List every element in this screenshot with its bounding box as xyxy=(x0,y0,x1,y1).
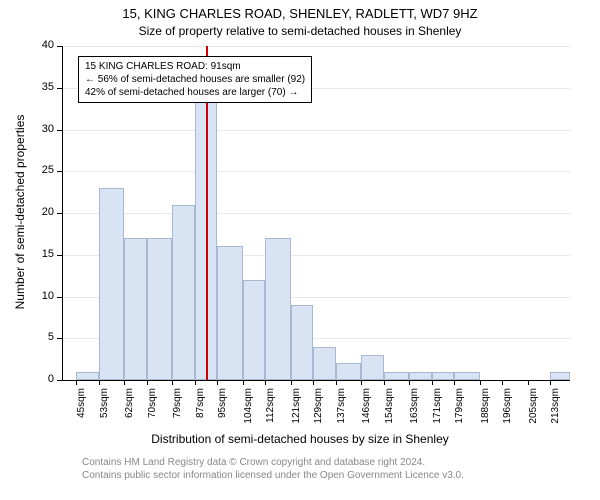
y-axis-label: Number of semi-detached properties xyxy=(13,102,27,322)
x-tick-label: 112sqm xyxy=(265,388,276,428)
x-axis-line xyxy=(62,380,570,381)
histogram-bar xyxy=(432,372,455,380)
gridline xyxy=(62,171,570,172)
y-tick-label: 30 xyxy=(34,123,54,135)
histogram-bar xyxy=(409,372,432,380)
x-tick xyxy=(454,380,455,385)
y-tick-label: 25 xyxy=(34,164,54,176)
gridline xyxy=(62,213,570,214)
x-tick xyxy=(502,380,503,385)
x-tick-label: 104sqm xyxy=(243,388,254,428)
x-tick-label: 53sqm xyxy=(99,388,110,428)
x-tick xyxy=(195,380,196,385)
x-tick-label: 179sqm xyxy=(454,388,465,428)
x-tick-label: 205sqm xyxy=(528,388,539,428)
x-tick-label: 95sqm xyxy=(217,388,228,428)
gridline xyxy=(62,46,570,47)
histogram-bar xyxy=(550,372,570,380)
x-tick xyxy=(336,380,337,385)
x-tick xyxy=(361,380,362,385)
x-tick xyxy=(384,380,385,385)
x-tick xyxy=(243,380,244,385)
histogram-bar xyxy=(265,238,290,380)
x-tick xyxy=(76,380,77,385)
x-tick xyxy=(172,380,173,385)
x-tick xyxy=(291,380,292,385)
x-tick-label: 171sqm xyxy=(432,388,443,428)
x-tick-label: 79sqm xyxy=(172,388,183,428)
chart-container: 15, KING CHARLES ROAD, SHENLEY, RADLETT,… xyxy=(0,0,600,500)
x-tick-label: 129sqm xyxy=(313,388,324,428)
histogram-bar xyxy=(384,372,409,380)
histogram-bar xyxy=(217,246,242,380)
histogram-bar xyxy=(243,280,266,380)
info-line-2: ← 56% of semi-detached houses are smalle… xyxy=(85,73,305,86)
x-tick-label: 87sqm xyxy=(195,388,206,428)
footer: Contains HM Land Registry data © Crown c… xyxy=(82,456,464,482)
histogram-bar xyxy=(361,355,384,380)
footer-line-1: Contains HM Land Registry data © Crown c… xyxy=(82,456,464,469)
footer-line-2: Contains public sector information licen… xyxy=(82,469,464,482)
histogram-bar xyxy=(147,238,172,380)
x-axis-label: Distribution of semi-detached houses by … xyxy=(0,432,600,446)
x-tick xyxy=(265,380,266,385)
histogram-bar xyxy=(313,347,336,380)
x-tick-label: 213sqm xyxy=(550,388,561,428)
x-tick xyxy=(409,380,410,385)
x-tick-label: 62sqm xyxy=(124,388,135,428)
y-tick-label: 20 xyxy=(34,206,54,218)
x-tick xyxy=(432,380,433,385)
x-tick xyxy=(124,380,125,385)
x-tick-label: 137sqm xyxy=(336,388,347,428)
y-axis-line xyxy=(62,46,63,380)
x-tick xyxy=(313,380,314,385)
x-tick-label: 154sqm xyxy=(384,388,395,428)
y-tick-label: 35 xyxy=(34,81,54,93)
x-tick-label: 163sqm xyxy=(409,388,420,428)
title-main: 15, KING CHARLES ROAD, SHENLEY, RADLETT,… xyxy=(0,6,600,21)
x-tick-label: 188sqm xyxy=(480,388,491,428)
histogram-bar xyxy=(124,238,147,380)
info-line-1: 15 KING CHARLES ROAD: 91sqm xyxy=(85,60,305,73)
x-tick xyxy=(480,380,481,385)
histogram-bar xyxy=(99,188,124,380)
histogram-bar xyxy=(76,372,99,380)
y-tick-label: 5 xyxy=(34,331,54,343)
x-tick xyxy=(147,380,148,385)
x-tick xyxy=(528,380,529,385)
info-box: 15 KING CHARLES ROAD: 91sqm ← 56% of sem… xyxy=(78,56,312,103)
x-tick xyxy=(99,380,100,385)
y-tick-label: 0 xyxy=(34,373,54,385)
x-tick xyxy=(217,380,218,385)
x-tick-label: 70sqm xyxy=(147,388,158,428)
x-tick-label: 121sqm xyxy=(291,388,302,428)
y-tick-label: 15 xyxy=(34,248,54,260)
histogram-bar xyxy=(172,205,195,380)
x-tick-label: 45sqm xyxy=(76,388,87,428)
y-tick-label: 40 xyxy=(34,39,54,51)
gridline xyxy=(62,130,570,131)
x-tick-label: 196sqm xyxy=(502,388,513,428)
histogram-bar xyxy=(291,305,314,380)
x-tick-label: 146sqm xyxy=(361,388,372,428)
y-tick-label: 10 xyxy=(34,290,54,302)
histogram-bar xyxy=(336,363,361,380)
x-tick xyxy=(550,380,551,385)
title-sub: Size of property relative to semi-detach… xyxy=(0,24,600,38)
info-line-3: 42% of semi-detached houses are larger (… xyxy=(85,86,305,99)
histogram-bar xyxy=(454,372,479,380)
